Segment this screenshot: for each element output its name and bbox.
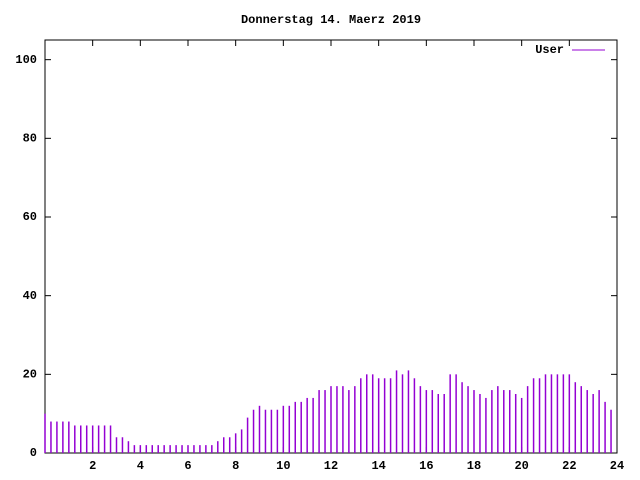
y-tick-label: 0 [30,446,37,460]
y-tick-label: 80 [23,132,37,146]
legend-label: User [535,43,564,57]
x-tick-label: 18 [467,459,481,473]
x-tick-label: 20 [514,459,528,473]
x-tick-label: 10 [276,459,290,473]
chart-title: Donnerstag 14. Maerz 2019 [241,13,421,27]
y-tick-label: 20 [23,368,37,382]
x-tick-label: 14 [371,459,385,473]
y-tick-label: 60 [23,210,37,224]
y-tick-label: 40 [23,289,37,303]
x-tick-label: 12 [324,459,338,473]
x-tick-label: 22 [562,459,576,473]
y-tick-label: 100 [15,53,37,67]
x-tick-label: 2 [89,459,96,473]
x-tick-label: 24 [610,459,624,473]
x-tick-label: 4 [137,459,144,473]
x-tick-label: 6 [184,459,191,473]
x-tick-label: 16 [419,459,433,473]
x-tick-label: 8 [232,459,239,473]
